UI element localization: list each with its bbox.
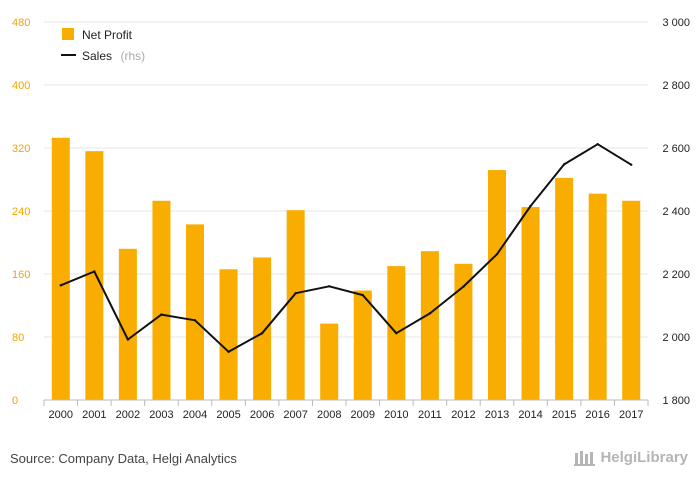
sales-point [260,332,264,335]
bar-net-profit [186,224,204,400]
sales-point [495,252,499,256]
y-left-tick-label: 0 [12,395,18,407]
bar-net-profit [219,269,238,400]
sales-point [630,163,633,166]
sales-point [160,313,163,316]
x-tick-label: 2003 [149,409,173,421]
bar-net-profit [588,193,607,400]
source-note: Source: Company Data, Helgi Analytics [10,451,237,466]
y-right-tick-label: 2 000 [662,332,690,344]
net-profit-bars [51,137,641,400]
x-tick-label: 2009 [351,409,375,421]
axes: 0 80 160 240 320 400 480 1 800 2 000 2 200 2 400 2 … [12,17,690,421]
bar-net-profit [488,170,506,400]
y-right-tick-label: 2 400 [662,206,690,218]
x-tick-label: 2013 [485,409,509,421]
chart: 0 80 160 240 320 400 480 1 800 2 000 2 200 2 400 2 … [12,17,690,421]
sales-line [60,143,632,353]
sales-point [227,350,230,354]
sales-point [294,292,297,295]
bar-net-profit [51,137,70,400]
x-tick-label: 2001 [82,409,106,421]
x-tick-label: 2011 [418,409,442,421]
y-right-tick-label: 2 200 [662,269,690,281]
bar-net-profit [454,263,473,400]
sales-point [193,319,197,322]
bar-net-profit [420,251,439,400]
y-left-tick-label: 160 [12,269,30,281]
sales-line-layer [59,143,633,354]
legend-sales-suffix: (rhs) [120,49,145,63]
x-tick-label: 2016 [585,409,609,421]
y-left-tick-label: 480 [12,17,30,29]
y-left-tick-label: 400 [12,80,30,92]
legend-label-sales: Sales (rhs) [82,47,145,64]
sales-point [428,312,432,315]
x-tick-label: 2015 [552,409,576,421]
sales-point [529,204,532,208]
sales-point [328,285,331,288]
library-icon [574,450,596,466]
bar-net-profit [152,200,171,400]
bar-net-profit [353,290,372,400]
brand-logo: HelgiLibrary [574,449,688,466]
sales-point [126,338,130,341]
y-right-tick-label: 2 600 [662,143,690,155]
bar-net-profit [555,177,574,400]
bar-net-profit [85,151,104,400]
bar-net-profit [118,248,137,400]
y-right-tick-label: 3 000 [662,17,690,29]
x-tick-label: 2007 [283,409,307,421]
bar-net-profit [253,257,272,400]
y-right-tick-label: 2 800 [662,80,690,92]
bar-net-profit [320,323,339,400]
x-tick-label: 2000 [49,409,73,421]
x-tick-label: 2014 [518,409,542,421]
y-left-tick-label: 240 [12,206,30,218]
sales-point [59,284,62,287]
x-tick-label: 2004 [183,409,207,421]
bar-net-profit [286,210,305,400]
x-tick-label: 2017 [619,409,643,421]
bar-net-profit [622,200,641,400]
y-left-tick-label: 320 [12,143,30,155]
x-tick-label: 2008 [317,409,341,421]
x-tick-label: 2012 [451,409,475,421]
bar-net-profit [521,207,540,400]
x-tick-label: 2010 [384,409,408,421]
y-right-tick-label: 1 800 [662,395,690,407]
legend-sales-name: Sales [82,49,112,63]
sales-point [462,285,465,288]
sales-point [361,293,364,297]
y-left-tick-label: 80 [12,332,24,344]
brand-name: HelgiLibrary [600,449,688,466]
x-tick-label: 2005 [216,409,240,421]
sales-point [395,332,398,335]
sales-point [93,270,96,273]
sales-point [562,163,566,166]
gridlines [44,21,648,338]
legend-label-net-profit: Net Profit [82,28,133,42]
sales-point [596,143,599,146]
x-tick-label: 2002 [116,409,140,421]
legend: Net Profit Sales (rhs) [61,28,145,64]
x-tick-label: 2006 [250,409,274,421]
legend-swatch-net-profit [62,28,74,40]
